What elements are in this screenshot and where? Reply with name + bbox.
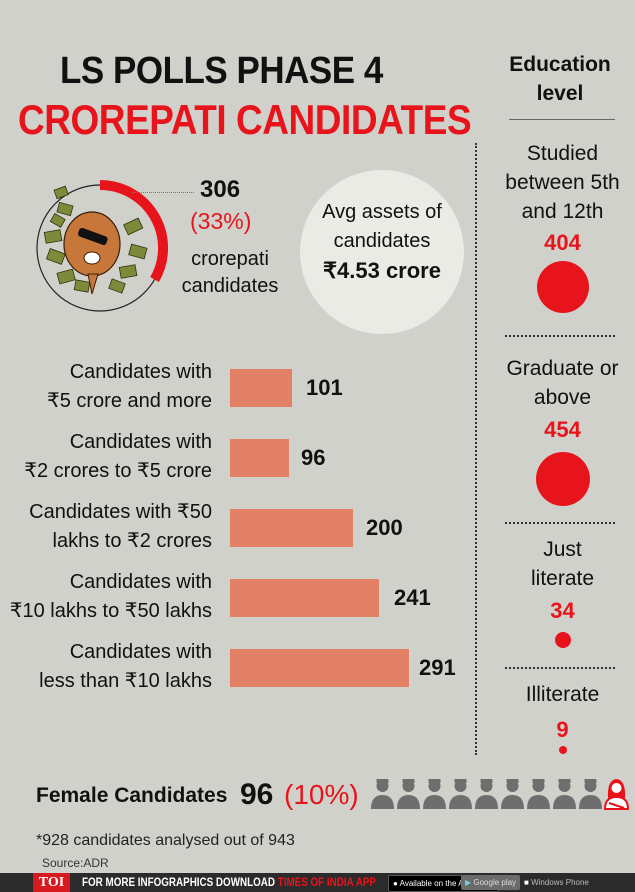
bar-5-crore-plus bbox=[230, 369, 292, 407]
google-play-badge[interactable]: ▶ Google play bbox=[461, 875, 521, 890]
edu-value: 454 bbox=[544, 417, 581, 442]
footnote: *928 candidates analysed out of 943 bbox=[36, 832, 295, 849]
male-icon bbox=[553, 779, 576, 809]
education-item-illiterate: Illiterate 9 bbox=[490, 680, 635, 754]
crorepati-percent: (33%) bbox=[190, 208, 252, 234]
column-divider-dotted bbox=[475, 143, 477, 755]
bar-value: 101 bbox=[306, 375, 343, 400]
female-icon bbox=[604, 779, 629, 810]
avg-assets-block: Avg assets of candidates ₹4.53 crore bbox=[300, 198, 464, 285]
bar-label: Candidates with ₹5 crore and more bbox=[0, 358, 212, 416]
bar-label-line1: Candidates with bbox=[69, 361, 212, 383]
education-heading-line1: Education bbox=[509, 53, 611, 76]
education-heading: Education level bbox=[490, 50, 630, 108]
male-icon bbox=[423, 779, 446, 809]
bar-label-line2: lakhs to ₹2 crores bbox=[52, 530, 212, 552]
bar-10-to-50-lakh bbox=[230, 579, 379, 617]
bar-label-line1: Candidates with ₹50 bbox=[29, 501, 212, 523]
female-candidates-label: Female Candidates bbox=[36, 784, 228, 807]
bar-value: 96 bbox=[301, 445, 326, 470]
edu-separator bbox=[505, 522, 615, 524]
windows-icon: ■ bbox=[524, 878, 532, 887]
female-candidates-percent: (10%) bbox=[284, 779, 359, 810]
footer-promo-text: FOR MORE INFOGRAPHICS DOWNLOAD TIMES OF … bbox=[82, 875, 376, 889]
bar-under-10-lakh bbox=[230, 649, 409, 687]
bar-label-line1: Candidates with bbox=[69, 571, 212, 593]
avg-assets-value: ₹4.53 crore bbox=[323, 258, 441, 283]
bar-label-line2: less than ₹10 lakhs bbox=[39, 670, 212, 692]
edu-bubble bbox=[536, 261, 589, 313]
footer-text-app: TIMES OF INDIA APP bbox=[277, 875, 376, 889]
title-line2: CROREPATI CANDIDATES bbox=[18, 96, 472, 143]
edu-bubble bbox=[554, 632, 571, 648]
edu-label: between 5th bbox=[505, 171, 620, 194]
apple-icon: ● bbox=[393, 879, 400, 888]
male-icon bbox=[527, 779, 550, 809]
edu-label: and 12th bbox=[521, 200, 604, 223]
crorepati-donut-chart bbox=[36, 180, 169, 312]
source-credit: Source:ADR bbox=[42, 856, 109, 870]
toi-logo[interactable]: TOI bbox=[33, 873, 70, 892]
edu-value: 404 bbox=[544, 230, 581, 255]
edu-label: Illiterate bbox=[525, 683, 600, 706]
avg-assets-line2: candidates bbox=[333, 230, 431, 252]
windows-phone-badge[interactable]: ■ Windows Phone bbox=[520, 875, 593, 890]
edu-value: 9 bbox=[556, 717, 569, 742]
education-item-graduate: Graduate or above 454 bbox=[490, 354, 635, 506]
play-icon: ▶ bbox=[465, 878, 474, 887]
edu-label: Just bbox=[543, 538, 582, 561]
bar-label: Candidates with ₹50 lakhs to ₹2 crores bbox=[0, 498, 212, 556]
bar-label-line1: Candidates with bbox=[69, 431, 212, 453]
male-icon bbox=[449, 779, 472, 809]
male-icon bbox=[579, 779, 602, 809]
bar-label-line2: ₹10 lakhs to ₹50 lakhs bbox=[9, 600, 212, 622]
google-play-label: Google play bbox=[473, 878, 517, 887]
title-line1: LS POLLS PHASE 4 bbox=[60, 50, 383, 92]
bar-2-to-5-crore bbox=[230, 439, 289, 477]
male-icon bbox=[397, 779, 420, 809]
bar-value: 241 bbox=[394, 585, 431, 610]
education-item-5th-12th: Studied between 5th and 12th 404 bbox=[490, 139, 635, 313]
bar-50-lakh-to-2-crore bbox=[230, 509, 353, 547]
crorepati-leader-line bbox=[132, 192, 194, 193]
bar-value: 200 bbox=[366, 515, 403, 540]
bar-label: Candidates with ₹10 lakhs to ₹50 lakhs bbox=[0, 568, 212, 626]
avg-assets-line1: Avg assets of bbox=[322, 201, 442, 223]
edu-separator bbox=[505, 335, 615, 337]
edu-label: Graduate or bbox=[506, 357, 619, 380]
edu-bubble bbox=[558, 746, 567, 754]
crorepati-label-line2: candidates bbox=[181, 275, 279, 297]
education-item-just-literate: Just literate 34 bbox=[490, 535, 635, 648]
app-store-label: Available on the App Store bbox=[399, 879, 494, 888]
footer-text: FOR MORE INFOGRAPHICS DOWNLOAD bbox=[82, 875, 278, 889]
crorepati-label-line1: crorepati bbox=[191, 248, 269, 270]
money-man-illustration-icon bbox=[43, 185, 148, 295]
bar-label-line1: Candidates with bbox=[69, 641, 212, 663]
education-heading-line2: level bbox=[536, 82, 584, 105]
edu-separator bbox=[505, 667, 615, 669]
edu-label: literate bbox=[530, 567, 595, 590]
education-divider bbox=[509, 119, 615, 120]
male-icon bbox=[371, 779, 394, 809]
edu-label: above bbox=[533, 386, 592, 409]
bar-label-line2: ₹2 crores to ₹5 crore bbox=[24, 460, 212, 482]
avg-assets-circle bbox=[300, 170, 464, 334]
gender-pictogram bbox=[370, 776, 629, 810]
bar-value: 291 bbox=[419, 655, 456, 680]
windows-label: Windows Phone bbox=[531, 878, 589, 887]
female-candidates-count: 96 bbox=[240, 778, 274, 811]
edu-bubble bbox=[535, 452, 590, 506]
bar-label: Candidates with less than ₹10 lakhs bbox=[0, 638, 212, 696]
bar-label: Candidates with ₹2 crores to ₹5 crore bbox=[0, 428, 212, 486]
crorepati-count: 306 bbox=[200, 176, 241, 203]
crorepati-label: crorepati candidates bbox=[180, 246, 280, 300]
bar-label-line2: ₹5 crore and more bbox=[46, 390, 212, 412]
male-icon bbox=[475, 779, 498, 809]
male-icon bbox=[501, 779, 524, 809]
edu-value: 34 bbox=[550, 598, 575, 623]
edu-label: Studied bbox=[526, 142, 599, 165]
